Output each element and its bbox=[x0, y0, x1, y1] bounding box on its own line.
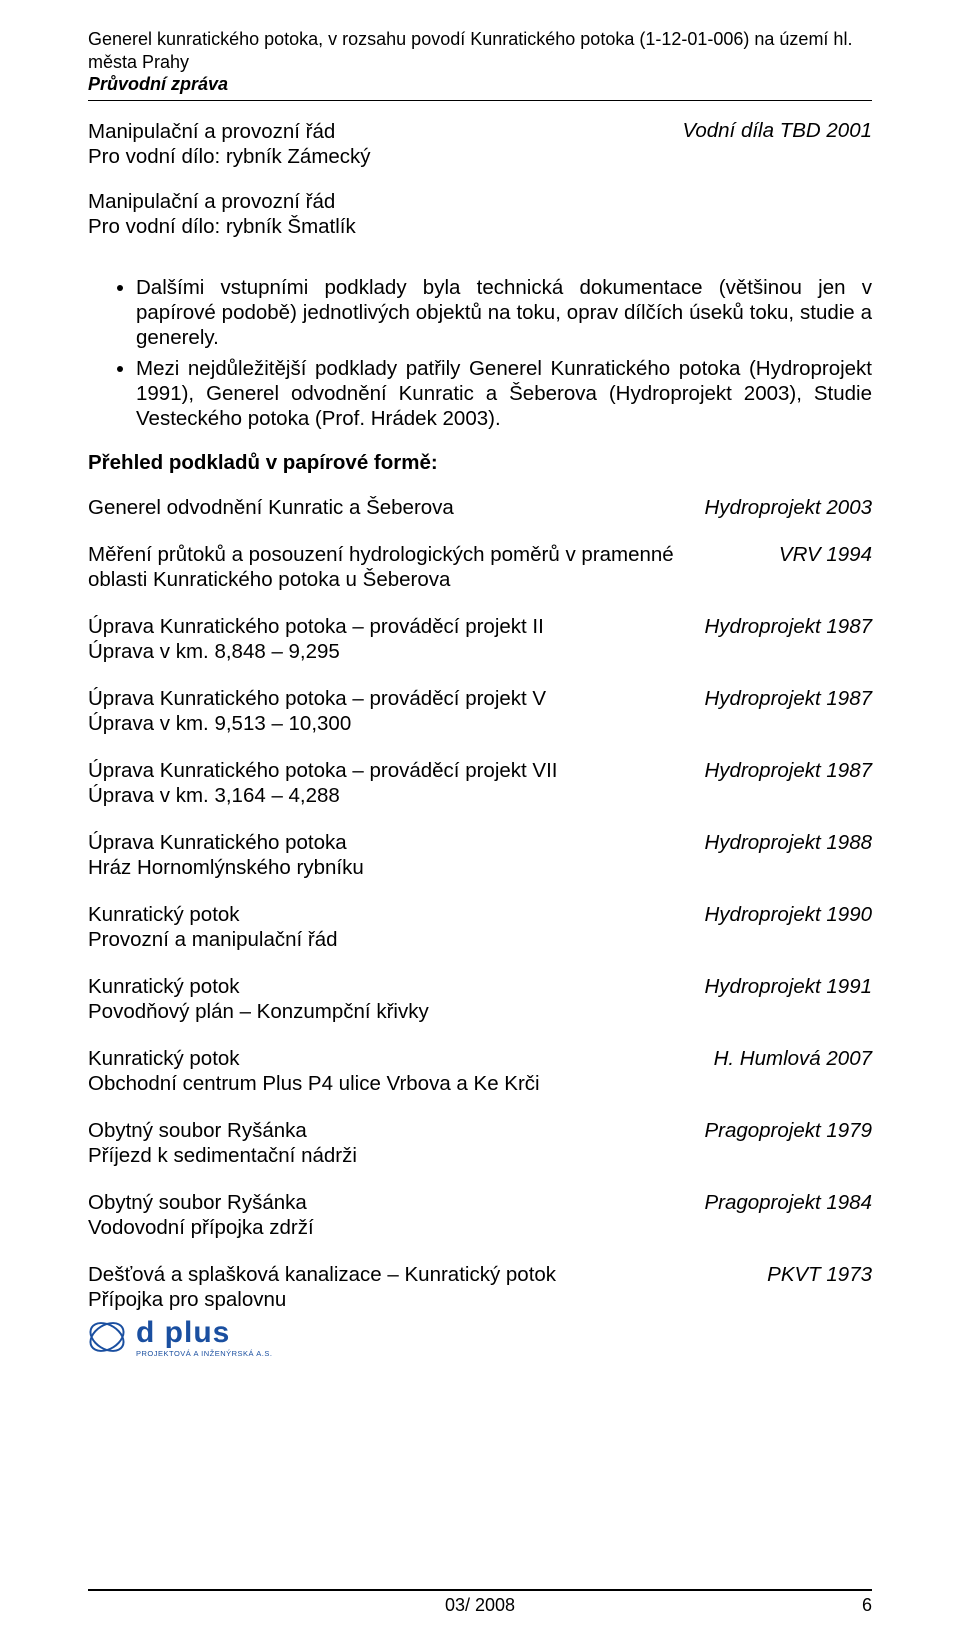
header-rule bbox=[88, 100, 872, 101]
entry-line1: Úprava Kunratického potoka – prováděcí p… bbox=[88, 614, 680, 639]
entry-left: Obytný soubor Ryšánka Příjezd k sediment… bbox=[88, 1118, 704, 1168]
entry-left: Kunratický potok Obchodní centrum Plus P… bbox=[88, 1046, 714, 1096]
mp1-left: Manipulační a provozní řád Pro vodní díl… bbox=[88, 119, 371, 169]
entry-left: Úprava Kunratického potoka – prováděcí p… bbox=[88, 614, 704, 664]
mp-block-1: Manipulační a provozní řád Pro vodní díl… bbox=[88, 119, 872, 175]
entry-line2: Povodňový plán – Konzumpční křivky bbox=[88, 999, 680, 1024]
entry-line1: Obytný soubor Ryšánka bbox=[88, 1118, 680, 1143]
header-subtitle: Průvodní zpráva bbox=[88, 73, 872, 96]
entry-right: Hydroprojekt 1987 bbox=[704, 758, 872, 783]
entry-left: Úprava Kunratického potoka Hráz Hornomlý… bbox=[88, 830, 704, 880]
entry-line1: Úprava Kunratického potoka bbox=[88, 830, 680, 855]
entry-line2: Obchodní centrum Plus P4 ulice Vrbova a … bbox=[88, 1071, 690, 1096]
entry-line1: Měření průtoků a posouzení hydrologickýc… bbox=[88, 542, 755, 567]
entry-right: Hydroprojekt 1991 bbox=[704, 974, 872, 999]
entry-line1: Kunratický potok bbox=[88, 1046, 690, 1071]
entry-right: Hydroprojekt 1990 bbox=[704, 902, 872, 927]
page-number: 6 bbox=[515, 1595, 872, 1616]
entry-right: VRV 1994 bbox=[779, 542, 872, 567]
entry-left: Úprava Kunratického potoka – prováděcí p… bbox=[88, 758, 704, 808]
entry-line2: Úprava v km. 8,848 – 9,295 bbox=[88, 639, 680, 664]
logo-main: d plus bbox=[136, 1318, 272, 1348]
entry-row: Kunratický potok Obchodní centrum Plus P… bbox=[88, 1046, 872, 1096]
entry-left: Úprava Kunratického potoka – prováděcí p… bbox=[88, 686, 704, 736]
entry-line1: Úprava Kunratického potoka – prováděcí p… bbox=[88, 686, 680, 711]
entry-row: Kunratický potok Provozní a manipulační … bbox=[88, 902, 872, 952]
logo-sub: PROJEKTOVÁ A INŽENÝRSKÁ A.S. bbox=[136, 1350, 272, 1358]
entry-row: Měření průtoků a posouzení hydrologickýc… bbox=[88, 542, 872, 592]
entry-line2: Úprava v km. 3,164 – 4,288 bbox=[88, 783, 680, 808]
entry-line1: Dešťová a splašková kanalizace – Kunrati… bbox=[88, 1262, 743, 1287]
mp2-title: Manipulační a provozní řád bbox=[88, 189, 872, 214]
footer-date: 03/ 2008 bbox=[445, 1595, 515, 1616]
company-logo: d plus PROJEKTOVÁ A INŽENÝRSKÁ A.S. bbox=[88, 1318, 872, 1358]
mp1-right: Vodní díla TBD 2001 bbox=[658, 119, 872, 143]
entry-row: Úprava Kunratického potoka Hráz Hornomlý… bbox=[88, 830, 872, 880]
entry-right: Hydroprojekt 2003 bbox=[704, 495, 872, 520]
mp1-title: Manipulační a provozní řád bbox=[88, 119, 371, 144]
mp-block-2: Manipulační a provozní řád Pro vodní díl… bbox=[88, 189, 872, 239]
logo-text: d plus PROJEKTOVÁ A INŽENÝRSKÁ A.S. bbox=[136, 1318, 272, 1358]
entry-row: Obytný soubor Ryšánka Vodovodní přípojka… bbox=[88, 1190, 872, 1240]
entry-row: Úprava Kunratického potoka – prováděcí p… bbox=[88, 758, 872, 808]
entry-line2: Úprava v km. 9,513 – 10,300 bbox=[88, 711, 680, 736]
entry-line2: oblasti Kunratického potoka u Šeberova bbox=[88, 567, 755, 592]
entry-row: Úprava Kunratického potoka – prováděcí p… bbox=[88, 686, 872, 736]
header-title: Generel kunratického potoka, v rozsahu p… bbox=[88, 28, 872, 73]
entry-line1: Kunratický potok bbox=[88, 902, 680, 927]
entry-left: Generel odvodnění Kunratic a Šeberova bbox=[88, 495, 704, 520]
entry-line2: Příjezd k sedimentační nádrži bbox=[88, 1143, 680, 1168]
entry-right: Pragoprojekt 1979 bbox=[704, 1118, 872, 1143]
entry-left: Měření průtoků a posouzení hydrologickýc… bbox=[88, 542, 779, 592]
page-header: Generel kunratického potoka, v rozsahu p… bbox=[88, 28, 872, 101]
entry-right: Hydroprojekt 1987 bbox=[704, 686, 872, 711]
entry-row: Generel odvodnění Kunratic a Šeberova Hy… bbox=[88, 495, 872, 520]
entry-line2: Přípojka pro spalovnu bbox=[88, 1287, 743, 1312]
entry-line2: Vodovodní přípojka zdrží bbox=[88, 1215, 680, 1240]
entry-row: Úprava Kunratického potoka – prováděcí p… bbox=[88, 614, 872, 664]
entry-right: Pragoprojekt 1984 bbox=[704, 1190, 872, 1215]
footer-row: 03/ 2008 6 bbox=[88, 1595, 872, 1616]
mp1-sub: Pro vodní dílo: rybník Zámecký bbox=[88, 144, 371, 169]
entry-left: Kunratický potok Povodňový plán – Konzum… bbox=[88, 974, 704, 1024]
entry-line1: Kunratický potok bbox=[88, 974, 680, 999]
bullet-item: Mezi nejdůležitější podklady patřily Gen… bbox=[136, 356, 872, 431]
entry-left: Kunratický potok Provozní a manipulační … bbox=[88, 902, 704, 952]
entry-right: Hydroprojekt 1988 bbox=[704, 830, 872, 855]
entry-left: Obytný soubor Ryšánka Vodovodní přípojka… bbox=[88, 1190, 704, 1240]
entry-row: Dešťová a splašková kanalizace – Kunrati… bbox=[88, 1262, 872, 1312]
entry-row: Obytný soubor Ryšánka Příjezd k sediment… bbox=[88, 1118, 872, 1168]
page: Generel kunratického potoka, v rozsahu p… bbox=[0, 0, 960, 1634]
mp2-sub: Pro vodní dílo: rybník Šmatlík bbox=[88, 214, 872, 239]
entry-line2: Hráz Hornomlýnského rybníku bbox=[88, 855, 680, 880]
entry-right: Hydroprojekt 1987 bbox=[704, 614, 872, 639]
entry-line2: Provozní a manipulační řád bbox=[88, 927, 680, 952]
page-footer: 03/ 2008 6 bbox=[88, 1589, 872, 1616]
entry-right: PKVT 1973 bbox=[767, 1262, 872, 1287]
entry-right: H. Humlová 2007 bbox=[714, 1046, 872, 1071]
footer-rule bbox=[88, 1589, 872, 1591]
bullet-item: Dalšími vstupními podklady byla technick… bbox=[136, 275, 872, 350]
entry-line1: Generel odvodnění Kunratic a Šeberova bbox=[88, 495, 680, 520]
bullet-list: Dalšími vstupními podklady byla technick… bbox=[88, 275, 872, 431]
logo-icon bbox=[88, 1318, 126, 1356]
entry-line1: Úprava Kunratického potoka – prováděcí p… bbox=[88, 758, 680, 783]
section-title: Přehled podkladů v papírové formě: bbox=[88, 451, 872, 475]
entry-line1: Obytný soubor Ryšánka bbox=[88, 1190, 680, 1215]
entry-left: Dešťová a splašková kanalizace – Kunrati… bbox=[88, 1262, 767, 1312]
entry-row: Kunratický potok Povodňový plán – Konzum… bbox=[88, 974, 872, 1024]
